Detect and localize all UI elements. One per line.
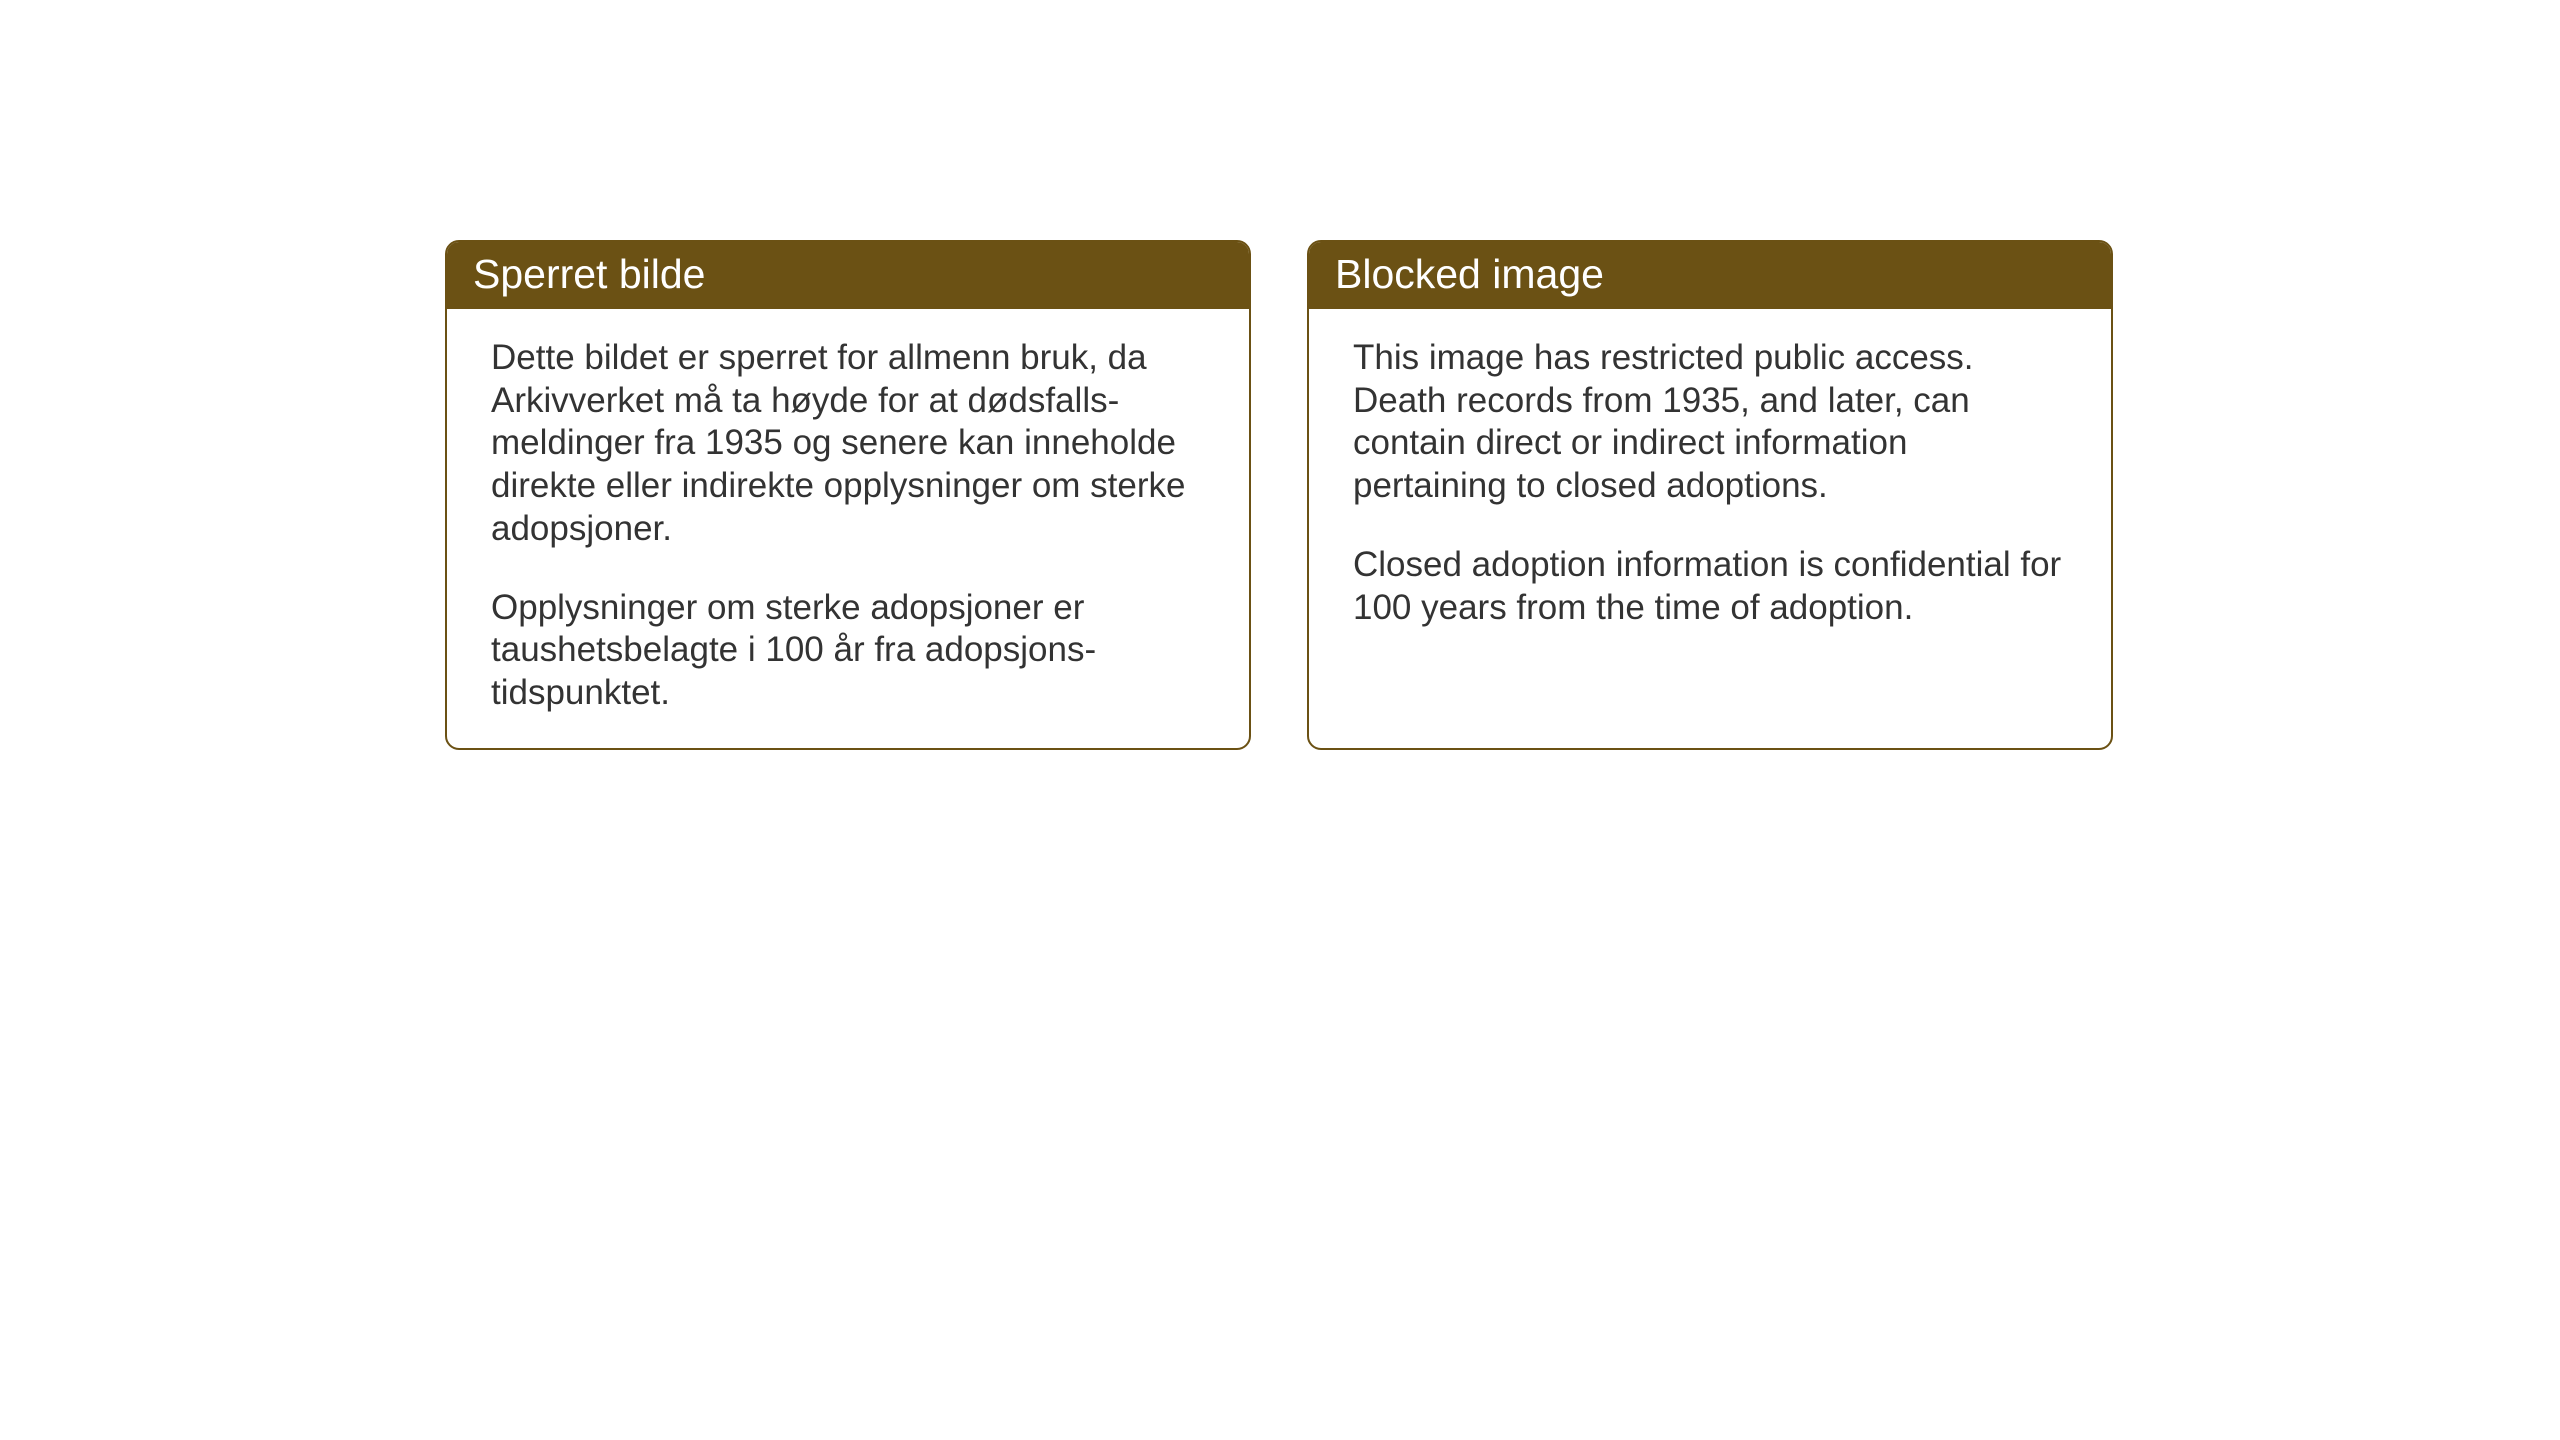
card-text-para2: Opplysninger om sterke adopsjoner er tau… xyxy=(491,587,1205,715)
card-text-para2: Closed adoption information is confident… xyxy=(1353,544,2067,629)
notice-container: Sperret bilde Dette bildet er sperret fo… xyxy=(445,240,2113,750)
card-text-para1: Dette bildet er sperret for allmenn bruk… xyxy=(491,337,1205,550)
card-body-english: This image has restricted public access.… xyxy=(1309,309,2111,657)
card-body-norwegian: Dette bildet er sperret for allmenn bruk… xyxy=(447,309,1249,743)
card-text-para1: This image has restricted public access.… xyxy=(1353,337,2067,508)
card-header-english: Blocked image xyxy=(1309,242,2111,309)
card-header-norwegian: Sperret bilde xyxy=(447,242,1249,309)
notice-card-english: Blocked image This image has restricted … xyxy=(1307,240,2113,750)
notice-card-norwegian: Sperret bilde Dette bildet er sperret fo… xyxy=(445,240,1251,750)
